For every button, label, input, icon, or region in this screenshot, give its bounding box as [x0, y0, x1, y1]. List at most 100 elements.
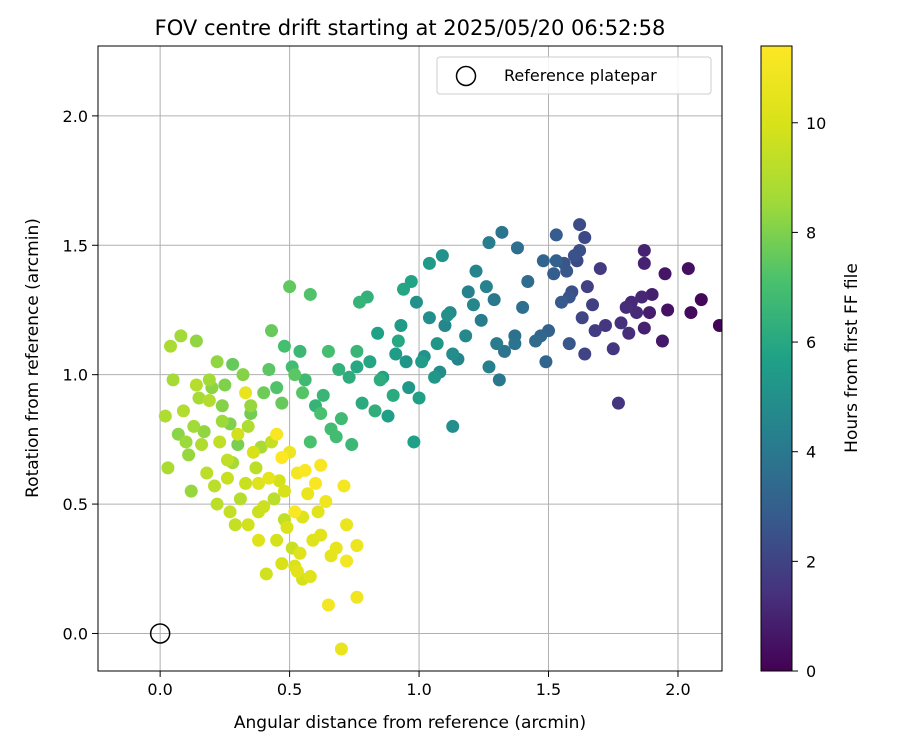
- data-point: [635, 290, 649, 304]
- data-point: [694, 293, 708, 307]
- data-point: [257, 500, 271, 514]
- data-point: [622, 326, 636, 340]
- data-point: [345, 438, 359, 452]
- data-point: [303, 435, 317, 449]
- data-point: [340, 518, 354, 532]
- data-point: [529, 334, 543, 348]
- data-point: [187, 419, 201, 433]
- data-point: [246, 445, 260, 459]
- data-point: [316, 388, 330, 402]
- legend-marker-icon: [455, 65, 477, 87]
- data-point: [402, 381, 416, 395]
- data-point: [166, 373, 180, 387]
- x-tick-label: 1.0: [406, 680, 431, 699]
- data-point: [547, 267, 561, 281]
- data-point: [277, 339, 291, 353]
- data-point: [580, 280, 594, 294]
- data-point: [298, 373, 312, 387]
- legend-entry-reference-platepar: Reference platepar: [504, 66, 657, 85]
- legend: Reference platepar: [436, 56, 712, 95]
- data-point: [461, 285, 475, 299]
- y-tick-label: 1.0: [63, 366, 88, 385]
- data-point: [174, 329, 188, 343]
- colorbar-tick-label: 4: [806, 443, 816, 462]
- data-point: [397, 282, 411, 296]
- data-point: [466, 298, 480, 312]
- scatter-points: [158, 218, 722, 656]
- data-point: [158, 409, 172, 423]
- data-point: [314, 458, 328, 472]
- data-point: [469, 264, 483, 278]
- data-point: [637, 321, 651, 335]
- data-point: [314, 528, 328, 542]
- data-point: [490, 337, 504, 351]
- data-point: [342, 370, 356, 384]
- y-tick-label: 2.0: [63, 107, 88, 126]
- data-point: [549, 254, 563, 268]
- reference-platepar-marker: [149, 623, 171, 644]
- data-point: [236, 368, 250, 382]
- data-point: [479, 280, 493, 294]
- data-point: [630, 306, 644, 320]
- data-point: [301, 487, 315, 501]
- y-tick-label: 0.0: [63, 624, 88, 643]
- data-point: [661, 303, 675, 317]
- data-point: [275, 557, 289, 571]
- data-point: [182, 448, 196, 462]
- data-point: [492, 373, 506, 387]
- data-point: [314, 406, 328, 420]
- data-point: [288, 368, 302, 382]
- data-point: [373, 373, 387, 387]
- colorbar-tick-label: 6: [806, 333, 816, 352]
- y-tick-label: 0.5: [63, 495, 88, 514]
- data-point: [293, 344, 307, 358]
- y-tick-label: 1.5: [63, 236, 88, 255]
- data-point: [324, 422, 338, 436]
- data-point: [218, 378, 232, 392]
- data-point: [233, 492, 247, 506]
- data-point: [586, 298, 600, 312]
- data-point: [567, 249, 581, 263]
- data-point: [290, 564, 304, 578]
- data-point: [588, 324, 602, 338]
- data-point: [319, 494, 333, 508]
- y-axis-label: Rotation from reference (arcmin): [23, 218, 43, 498]
- data-point: [645, 287, 659, 301]
- data-point: [189, 334, 203, 348]
- data-point: [337, 479, 351, 493]
- data-point: [257, 386, 271, 400]
- data-point: [293, 546, 307, 560]
- data-point: [215, 399, 229, 413]
- colorbar-tick-label: 0: [806, 662, 816, 681]
- legend-box: [436, 56, 712, 95]
- data-point: [241, 518, 255, 532]
- data-point: [508, 337, 522, 351]
- data-point: [350, 590, 364, 604]
- colorbar: 0 2 4 6 8 10 Hours from first FF file: [760, 45, 862, 681]
- data-point: [184, 484, 198, 498]
- data-point: [239, 386, 253, 400]
- data-point: [474, 313, 488, 327]
- data-point: [637, 243, 651, 257]
- data-point: [446, 419, 460, 433]
- data-point: [428, 370, 442, 384]
- colorbar-tick-label: 2: [806, 552, 816, 571]
- data-point: [303, 287, 317, 301]
- data-point: [252, 533, 266, 547]
- data-point: [200, 466, 214, 480]
- data-point: [161, 461, 175, 475]
- data-point: [539, 355, 553, 369]
- data-point: [435, 249, 449, 263]
- data-point: [521, 275, 535, 289]
- data-point: [386, 388, 400, 402]
- data-point: [275, 450, 289, 464]
- data-point: [459, 329, 473, 343]
- x-tick-label: 2.0: [665, 680, 690, 699]
- data-point: [332, 362, 346, 376]
- data-point: [321, 344, 335, 358]
- data-point: [210, 497, 224, 511]
- data-point: [231, 438, 245, 452]
- data-point: [334, 412, 348, 426]
- data-point: [368, 404, 382, 418]
